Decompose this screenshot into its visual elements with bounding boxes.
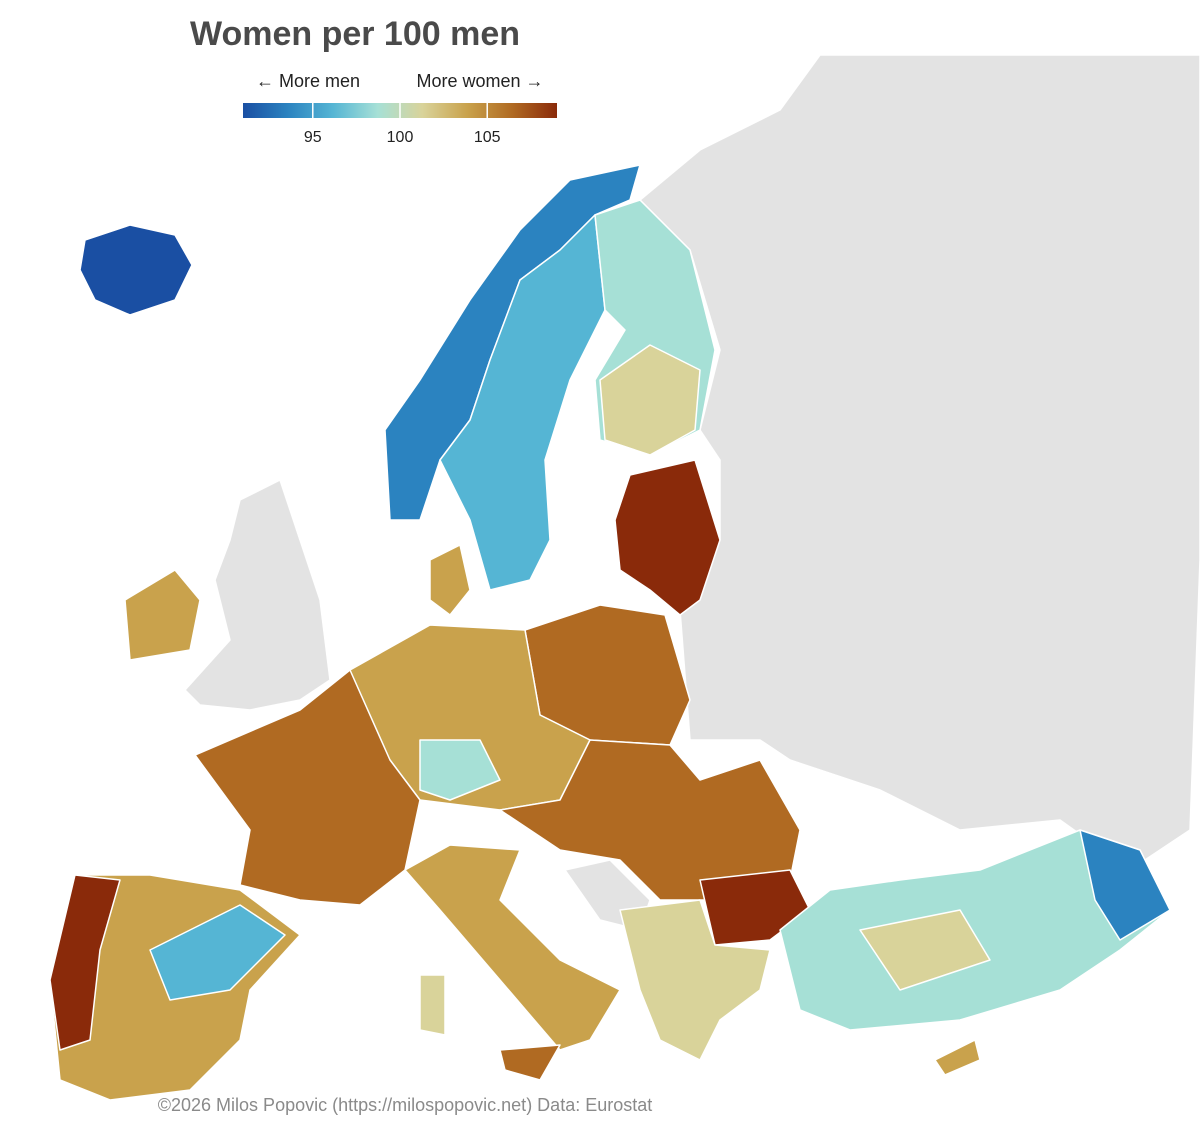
legend-tick-label: 95	[304, 129, 322, 146]
sardinia	[419, 974, 446, 1036]
portugal	[49, 874, 121, 1051]
turkey-central	[859, 909, 991, 991]
non-eu-land	[639, 54, 1200, 871]
denmark	[429, 544, 471, 616]
iceland	[79, 224, 193, 316]
greece	[619, 899, 771, 1061]
cyprus	[934, 1039, 981, 1076]
great-britain	[184, 479, 331, 711]
legend-tick-label: 105	[474, 129, 501, 146]
sicily	[499, 1044, 561, 1081]
map-title: Women per 100 men	[190, 15, 520, 53]
legend-tick-label: 100	[387, 129, 414, 146]
ireland	[124, 569, 201, 661]
danube-region	[499, 739, 801, 901]
baltics	[614, 459, 721, 616]
credit: ©2026 Milos Popovic (https://milospopovi…	[158, 1095, 653, 1115]
spain-inland	[149, 904, 286, 1001]
legend-right-label: More women →	[416, 71, 543, 91]
finland-south	[599, 344, 701, 456]
legend-left-label: ← More men	[256, 71, 360, 91]
turkey-east	[1079, 829, 1171, 941]
bavaria-detail	[419, 739, 501, 801]
italy	[404, 844, 621, 1051]
color-legend: 95 100 105	[243, 103, 557, 146]
